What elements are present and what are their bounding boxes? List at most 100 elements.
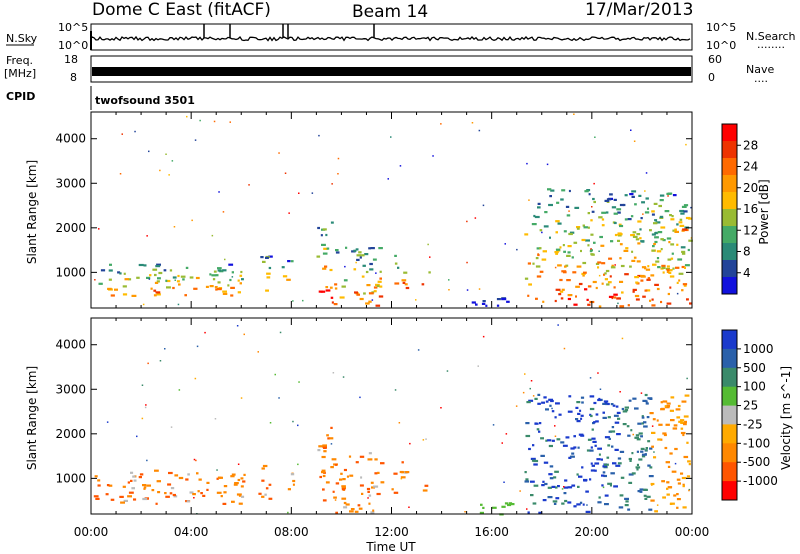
scatter-cell (543, 396, 547, 399)
scatter-cell (212, 278, 216, 281)
scatter-cell (216, 491, 222, 494)
scatter-cell (627, 218, 632, 221)
scatter-cell (578, 475, 583, 478)
scatter-cell (119, 272, 122, 275)
scatter-speck (685, 143, 687, 146)
scatter-cell (368, 292, 374, 295)
scatter-cell (603, 273, 606, 276)
scatter-cell (268, 497, 273, 500)
freq-tick-bottom: 8 (70, 71, 77, 84)
scatter-speck (466, 261, 468, 264)
scatter-cell (580, 249, 582, 253)
scatter-cell (166, 279, 171, 283)
scatter-cell (379, 270, 382, 273)
colorbar-segment (722, 424, 737, 444)
scatter-cell (589, 395, 595, 398)
scatter-cell (661, 480, 665, 483)
scatter-cell (605, 211, 609, 214)
x-tick-label: 16:00 (474, 525, 509, 539)
scatter-cell (624, 273, 629, 276)
scatter-cell (616, 297, 621, 300)
scatter-cell (353, 249, 357, 252)
scatter-speck (237, 463, 240, 465)
scatter-cell (331, 301, 334, 304)
scatter-cell (368, 502, 371, 505)
scatter-speck (284, 172, 287, 174)
scatter-cell (549, 477, 554, 480)
scatter-cell (605, 402, 610, 406)
scatter-cell (593, 401, 597, 405)
scatter-cell (620, 264, 625, 268)
colorbar-frame (721, 329, 738, 501)
scatter-cell (647, 265, 650, 268)
scatter-cell (217, 267, 222, 270)
scatter-cell (571, 256, 574, 259)
scatter-cell (330, 296, 334, 299)
scatter-cell (568, 189, 571, 193)
scatter-cell (637, 422, 642, 425)
scatter-cell (323, 450, 327, 453)
scatter-cell (530, 457, 536, 460)
scatter-cell (608, 295, 614, 298)
scatter-speck (688, 489, 690, 492)
scatter-cell (485, 304, 488, 307)
scatter-speck (686, 377, 688, 380)
scatter-speck (170, 426, 173, 428)
scatter-speck (599, 388, 602, 390)
scatter-cell (666, 237, 672, 240)
scatter-speck (174, 279, 176, 281)
scatter-cell (394, 262, 398, 265)
scatter-cell (644, 497, 648, 500)
scatter-cell (635, 281, 639, 284)
scatter-cell (542, 480, 545, 483)
scatter-cell (356, 258, 360, 261)
scatter-cell (401, 461, 404, 464)
scatter-cell (677, 258, 683, 261)
scatter-cell (330, 426, 333, 429)
scatter-speck (492, 424, 495, 426)
scatter-cell (202, 494, 206, 497)
scatter-cell (97, 484, 101, 487)
scatter-speck (557, 324, 559, 326)
scatter-cell (664, 406, 670, 409)
scatter-cell (622, 410, 628, 413)
scatter-cell (602, 471, 606, 474)
scatter-cell (593, 241, 596, 244)
scatter-cell (362, 264, 366, 267)
scatter-speck (178, 389, 181, 391)
scatter-cell (94, 475, 98, 478)
scatter-cell (668, 241, 671, 244)
scatter-cell (563, 250, 566, 253)
scatter-speck (598, 274, 601, 277)
scatter-speck (422, 439, 425, 441)
scatter-cell (324, 265, 328, 268)
scatter-cell (583, 226, 588, 229)
scatter-cell (551, 485, 556, 488)
colorbar-segment (722, 124, 737, 142)
scatter-cell (359, 297, 364, 301)
scatter-cell (122, 285, 127, 288)
scatter-cell (353, 268, 357, 271)
scatter-cell (681, 252, 686, 255)
scatter-cell (322, 474, 326, 478)
scatter-cell (601, 218, 605, 221)
scatter-cell (124, 278, 129, 281)
scatter-speck (398, 422, 401, 424)
scatter-cell (653, 222, 658, 225)
scatter-cell (587, 438, 592, 441)
scatter-cell (216, 477, 219, 480)
scatter-cell (687, 460, 691, 463)
colorbar-segment (722, 462, 737, 482)
colorbar-segment (722, 243, 737, 261)
scatter-cell (290, 473, 295, 476)
colorbar-segment (722, 192, 737, 210)
scatter-cell (368, 452, 372, 455)
scatter-cell (559, 246, 562, 249)
scatter-cell (558, 293, 562, 296)
scatter-cell (507, 503, 512, 507)
scatter-cell (136, 276, 140, 279)
scatter-cell (222, 502, 227, 505)
scatter-cell (322, 445, 327, 449)
scatter-cell (565, 205, 570, 208)
scatter-cell (628, 481, 633, 484)
